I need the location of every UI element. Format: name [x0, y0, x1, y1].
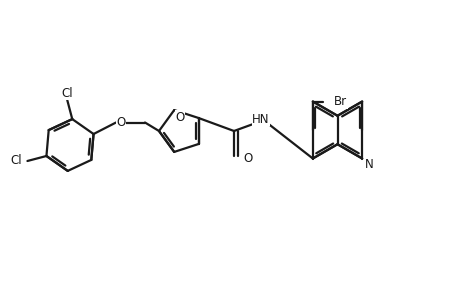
- Text: N: N: [364, 158, 373, 171]
- Text: O: O: [116, 116, 125, 129]
- Text: Cl: Cl: [11, 154, 22, 167]
- Text: O: O: [175, 111, 185, 124]
- Text: Cl: Cl: [62, 87, 73, 100]
- Text: Br: Br: [333, 95, 346, 108]
- Text: HN: HN: [252, 112, 269, 125]
- Text: O: O: [242, 152, 252, 165]
